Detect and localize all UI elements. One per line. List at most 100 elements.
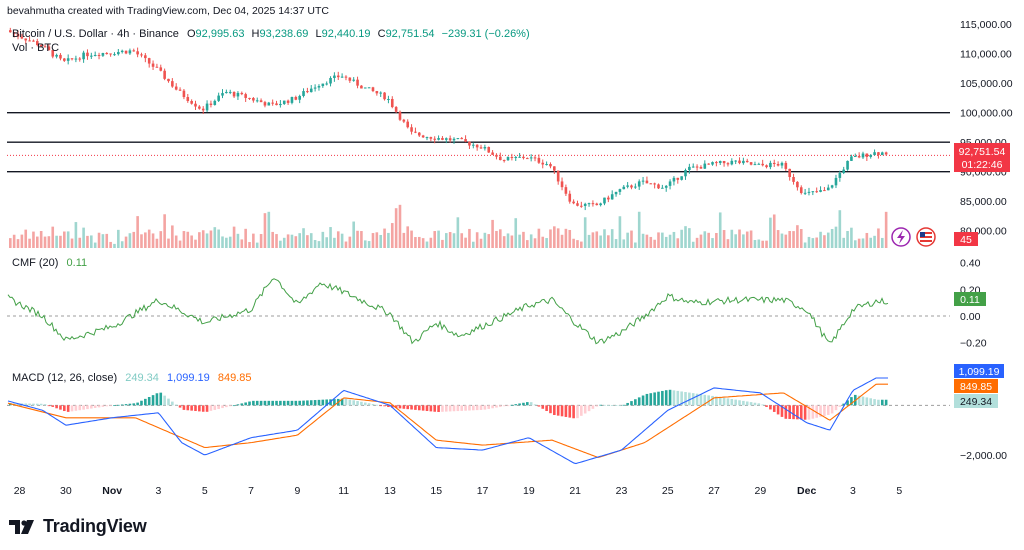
macd-histogram-bar xyxy=(475,405,479,411)
macd-histogram-bar xyxy=(811,405,815,419)
candle-body xyxy=(132,50,136,52)
candle-body xyxy=(595,203,599,206)
volume-bar xyxy=(333,237,336,248)
macd-histogram-bar xyxy=(884,399,888,406)
volume-bar xyxy=(47,236,51,248)
macd-histogram-bar xyxy=(321,399,325,406)
volume-bar xyxy=(63,231,66,248)
candle-body xyxy=(9,30,12,33)
macd-histogram-bar xyxy=(637,397,641,406)
macd-histogram-bar xyxy=(387,405,390,408)
candle-body xyxy=(217,95,220,101)
lightning-icon[interactable] xyxy=(891,227,911,247)
candle-body xyxy=(190,100,193,104)
candle-body xyxy=(464,139,467,142)
volume-bar xyxy=(807,236,811,248)
volume-bar xyxy=(390,223,394,248)
candle-body xyxy=(495,154,498,157)
price-axis[interactable]: 115,000.00 110,000.00 105,000.00 100,000.00… xyxy=(960,19,1013,462)
volume-bar xyxy=(74,222,78,248)
candle-body xyxy=(603,197,606,204)
candle-body xyxy=(317,86,321,88)
macd-histogram-bar xyxy=(375,404,379,406)
candle-body xyxy=(707,163,710,165)
macd-histogram-bar xyxy=(371,404,375,406)
volume-bar xyxy=(325,237,328,248)
volume-bar xyxy=(769,217,772,248)
candle-body xyxy=(379,92,382,94)
macd-histogram-bar xyxy=(120,404,124,406)
macd-hist-tag-text: 249.34 xyxy=(960,396,992,408)
chart-canvas[interactable]: 115,000.00 110,000.00 105,000.00 100,000.00… xyxy=(0,0,1024,510)
candle-body xyxy=(877,152,880,155)
candle-body xyxy=(12,32,16,34)
candle-body xyxy=(228,91,232,93)
volume-bar xyxy=(514,218,518,248)
macd-histogram-bar xyxy=(491,405,494,409)
price-tick-label: 100,000.00 xyxy=(960,108,1013,120)
time-axis[interactable]: 28 30 Nov 3 5 7 9 11 13 15 17 19 21 23 25 27 29 Dec 3 5 xyxy=(14,485,903,497)
volume-bar xyxy=(120,241,124,248)
macd-title: MACD (12, 26, close) xyxy=(12,372,117,384)
tradingview-logo-icon xyxy=(9,519,34,534)
volume-bar xyxy=(653,239,656,248)
candle-body xyxy=(144,55,147,59)
candle-body xyxy=(66,58,70,61)
volume-bar xyxy=(873,235,876,248)
volume-bar xyxy=(460,233,464,248)
candle-body xyxy=(51,50,55,57)
macd-histogram-bar xyxy=(742,400,745,406)
macd-histogram-bar xyxy=(776,405,780,415)
volume-bar xyxy=(425,241,429,248)
volume-bar xyxy=(78,237,82,248)
macd-histogram-bar xyxy=(414,405,417,410)
volume-bar xyxy=(834,226,838,248)
macd-histogram-bar xyxy=(796,405,799,420)
candle-body xyxy=(163,70,166,79)
volume-bar xyxy=(518,234,521,248)
volume-bar xyxy=(699,234,703,248)
macd-histogram-bar xyxy=(765,405,768,407)
volume-bar xyxy=(174,235,178,248)
candle-body xyxy=(842,169,845,173)
candle-body xyxy=(799,187,803,193)
candle-body xyxy=(182,90,186,98)
macd-histogram-bar xyxy=(290,400,294,406)
volume-bar xyxy=(402,232,406,248)
macd-histogram-bar xyxy=(707,395,710,406)
volume-bar xyxy=(607,235,610,248)
tradingview-logo[interactable]: TradingView xyxy=(9,516,147,537)
candle-body xyxy=(749,162,753,165)
candle-body xyxy=(294,97,298,100)
volume-bar xyxy=(614,239,618,248)
volume-bar xyxy=(290,234,294,248)
volume-bar xyxy=(101,234,105,248)
volume-bar xyxy=(510,235,514,248)
candle-body xyxy=(186,97,190,101)
volume-bar xyxy=(9,238,12,248)
macd-histogram-bar xyxy=(850,397,853,406)
macd-pane xyxy=(7,377,950,465)
volume-bar xyxy=(59,235,62,248)
us-flag-icon[interactable] xyxy=(916,227,936,247)
volume-bar xyxy=(734,234,737,248)
macd-histogram-bar xyxy=(390,405,394,408)
high-value: 93,238.69 xyxy=(259,28,308,40)
candle-body xyxy=(583,203,587,206)
candle-body xyxy=(556,170,560,182)
macd-histogram-bar xyxy=(201,405,205,412)
macd-histogram-bar xyxy=(352,400,355,406)
volume-bar xyxy=(556,228,560,248)
candle-body xyxy=(564,187,568,194)
candle-body xyxy=(884,152,888,155)
price-tick-label: 110,000.00 xyxy=(960,49,1012,61)
macd-histogram-bar xyxy=(155,393,159,406)
macd-histogram-bar xyxy=(541,405,545,409)
horizontal-levels[interactable] xyxy=(7,111,950,173)
candle-body xyxy=(460,138,464,140)
candle-body xyxy=(375,91,379,94)
volume-bar xyxy=(178,240,182,248)
volume-bar xyxy=(321,231,325,248)
candle-body xyxy=(232,91,236,97)
candle-body xyxy=(607,197,610,200)
